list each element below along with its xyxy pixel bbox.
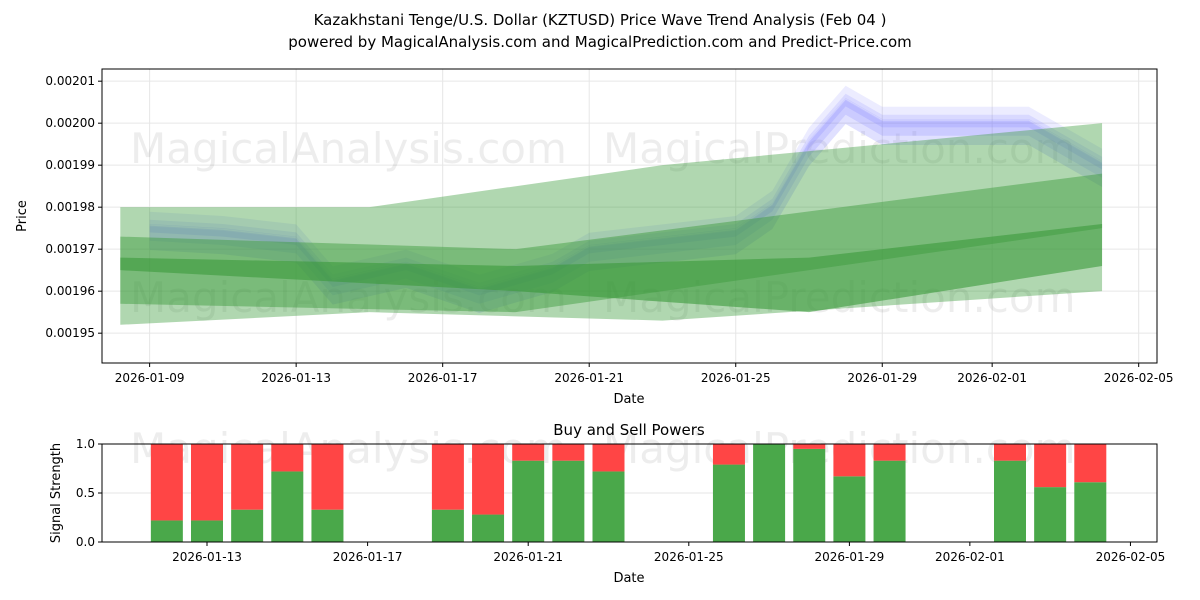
- buy-bar: [753, 444, 786, 542]
- buy-bar: [833, 476, 866, 542]
- buy-bar: [512, 460, 545, 542]
- ytick-label: 0.5: [76, 486, 95, 500]
- sell-bar: [994, 444, 1026, 461]
- ytick-label: 0.00196: [45, 284, 95, 298]
- buy-bar: [431, 509, 464, 542]
- xtick-label: 2026-01-13: [261, 371, 331, 385]
- xtick-label: 2026-01-17: [408, 371, 478, 385]
- sell-bar: [512, 444, 545, 461]
- sell-bar: [271, 444, 304, 472]
- xtick-label: 2026-01-09: [115, 371, 185, 385]
- buy-bar: [150, 520, 183, 542]
- sell-bar: [1034, 444, 1067, 488]
- ytick-label: 0.00200: [45, 116, 95, 130]
- buy-bar: [552, 460, 585, 542]
- xtick-label: 2026-02-05: [1096, 550, 1166, 564]
- buy-bar: [311, 509, 344, 542]
- price-chart: 0.00195 0.00196 0.00197 0.00198 0.00199 0.002…: [15, 68, 1174, 407]
- sell-bar: [472, 444, 505, 515]
- sell-bar: [150, 444, 183, 521]
- buy-bar: [1074, 482, 1107, 542]
- xtick-label: 2026-02-01: [957, 371, 1027, 385]
- buy-bar: [873, 460, 906, 542]
- ytick-label: 0.00201: [45, 74, 95, 88]
- sell-bar: [311, 444, 344, 510]
- xtick-label: 2026-02-05: [1104, 371, 1174, 385]
- xtick-label: 2026-01-13: [172, 550, 242, 564]
- buy-bar: [994, 460, 1026, 542]
- sell-bar: [793, 444, 826, 449]
- y-axis-label: Price: [15, 200, 30, 232]
- xtick-label: 2026-01-29: [847, 371, 917, 385]
- sell-bar: [431, 444, 464, 510]
- ytick-label: 0.00195: [45, 326, 95, 340]
- ytick-label: 0.00197: [45, 242, 95, 256]
- x-axis-label: Date: [613, 571, 644, 586]
- chart-title-line1: Kazakhstani Tenge/U.S. Dollar (KZTUSD) P…: [314, 11, 887, 29]
- x-axis-label: Date: [613, 392, 644, 407]
- buy-bar: [472, 514, 505, 542]
- xtick-label: 2026-01-25: [701, 371, 771, 385]
- chart-title-line2: powered by MagicalAnalysis.com and Magic…: [288, 33, 912, 51]
- sell-bar: [712, 444, 745, 465]
- ytick-label: 0.00198: [45, 200, 95, 214]
- plot-frame-bottom: [101, 443, 1158, 543]
- xtick-label: 2026-02-01: [935, 550, 1005, 564]
- xtick-label: 2026-01-17: [333, 550, 403, 564]
- ytick-label: 1.0: [76, 437, 95, 451]
- buy-bar: [191, 520, 223, 542]
- watermark: MagicalAnalysis.com: [130, 124, 567, 173]
- sell-bar: [873, 444, 906, 461]
- buy-bar: [271, 471, 304, 542]
- buy-sell-chart: 0.00.51.0MagicalAnalysis.comMagicalPredi…: [49, 421, 1165, 586]
- y-axis-label: Signal Strength: [49, 443, 64, 543]
- sell-bar: [191, 444, 223, 521]
- wave-band: [149, 100, 1103, 314]
- buy-bar: [1034, 487, 1067, 542]
- sell-bar: [552, 444, 585, 461]
- sell-bar: [1074, 444, 1107, 483]
- ytick-label: 0.0: [76, 535, 95, 549]
- sell-bar: [592, 444, 625, 472]
- xtick-label: 2026-01-21: [554, 371, 624, 385]
- sell-bar: [833, 444, 866, 477]
- xtick-label: 2026-01-21: [493, 550, 563, 564]
- trend-band: [120, 223, 1103, 313]
- subchart-title: Buy and Sell Powers: [553, 421, 705, 439]
- ytick-label: 0.00199: [45, 158, 95, 172]
- plot-frame-top: [101, 68, 1158, 364]
- buy-bar: [231, 509, 264, 542]
- buy-bar: [793, 448, 826, 542]
- buy-bar: [592, 471, 625, 542]
- watermark: MagicalPrediction.com: [603, 124, 1076, 173]
- buy-bar: [712, 464, 745, 542]
- sell-bar: [231, 444, 264, 510]
- xtick-label: 2026-01-25: [654, 550, 724, 564]
- xtick-label: 2026-01-29: [815, 550, 885, 564]
